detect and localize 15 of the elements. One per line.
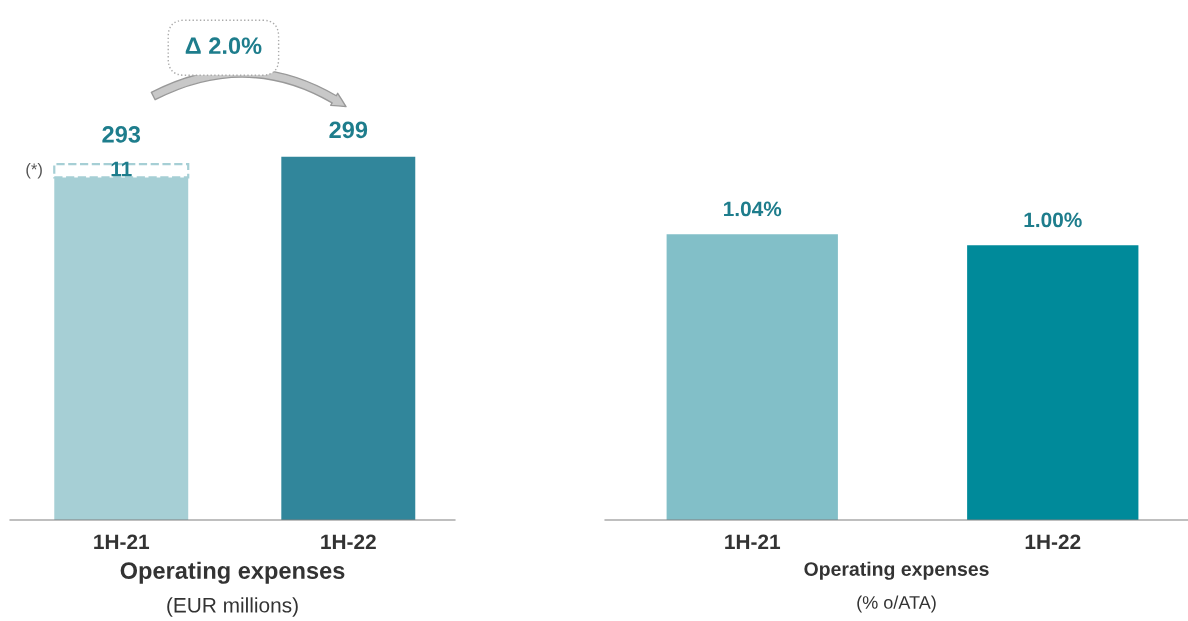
text: Δ 2.0% (185, 37, 262, 55)
text: (% o/ATA) (857, 595, 936, 613)
text: (EUR millions) (167, 597, 298, 617)
x-axis-title: Operating expenses (120, 561, 345, 584)
x-tick-label: 1H-21 (725, 534, 781, 549)
x-axis-title: Operating expenses (804, 561, 989, 580)
data-label: 1.04% (724, 201, 782, 217)
data-label: 299 (329, 121, 368, 139)
x-tick-label: 1H-22 (1025, 534, 1081, 549)
total-label: 293 (102, 126, 141, 143)
x-tick-label: 1H-22 (321, 534, 376, 549)
x-tick-label: 1H-21 (94, 534, 150, 549)
data-label: 1.00% (1024, 212, 1082, 228)
data-label: 11 (111, 161, 132, 177)
annotation: (*) (26, 163, 42, 179)
